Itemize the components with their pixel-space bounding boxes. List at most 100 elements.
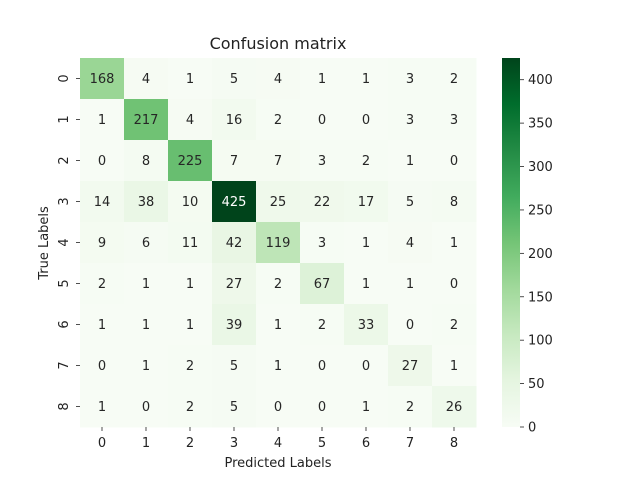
cell-value-label: 1 bbox=[406, 154, 414, 169]
cell-value-label: 1 bbox=[186, 72, 194, 87]
cell-value-label: 10 bbox=[182, 195, 199, 210]
cell-value-label: 2 bbox=[274, 277, 282, 292]
cell-value-label: 1 bbox=[274, 359, 282, 374]
heatmap-cell bbox=[212, 304, 257, 346]
y-tick-label: 4 bbox=[57, 238, 72, 246]
cell-value-label: 27 bbox=[226, 277, 243, 292]
heatmap-cell bbox=[344, 181, 389, 223]
cell-value-label: 1 bbox=[142, 318, 150, 333]
heatmap-cell bbox=[388, 99, 433, 141]
heatmap-cell bbox=[432, 222, 477, 264]
cell-value-label: 1 bbox=[450, 236, 458, 251]
cell-value-label: 2 bbox=[450, 318, 458, 333]
colorbar-ticks: 0 50 100 150 200 250 300 350 400 bbox=[520, 73, 553, 436]
cell-value-label: 8 bbox=[142, 154, 150, 169]
y-tick-label: 5 bbox=[57, 279, 72, 287]
heatmap-cell bbox=[124, 304, 169, 346]
y-tick-label: 6 bbox=[57, 320, 72, 328]
cell-value-label: 2 bbox=[186, 400, 194, 415]
y-axis-label: True Labels bbox=[37, 206, 52, 281]
colorbar-tick-label: 400 bbox=[528, 73, 553, 88]
cell-value-label: 5 bbox=[406, 195, 414, 210]
heatmap-cell bbox=[432, 99, 477, 141]
heatmap-cell bbox=[432, 140, 477, 182]
heatmap-cell bbox=[168, 386, 213, 428]
heatmap-cell bbox=[300, 263, 345, 305]
colorbar-tick-label: 200 bbox=[528, 247, 553, 262]
cell-value-label: 0 bbox=[450, 154, 458, 169]
y-tick-label: 2 bbox=[57, 156, 72, 164]
heatmap-cell bbox=[432, 58, 477, 100]
cell-value-label: 0 bbox=[318, 400, 326, 415]
heatmap-cell bbox=[212, 222, 257, 264]
heatmap-cell bbox=[344, 386, 389, 428]
cell-value-label: 1 bbox=[362, 400, 370, 415]
cell-value-label: 8 bbox=[450, 195, 458, 210]
cell-value-label: 0 bbox=[450, 277, 458, 292]
x-tick-label: 5 bbox=[318, 436, 326, 451]
cell-value-label: 4 bbox=[142, 72, 150, 87]
cell-value-label: 1 bbox=[186, 277, 194, 292]
cell-value-label: 25 bbox=[270, 195, 287, 210]
colorbar-tick-label: 300 bbox=[528, 160, 553, 175]
x-tick-label: 0 bbox=[98, 436, 106, 451]
heatmap-cell bbox=[256, 345, 301, 387]
cell-value-label: 27 bbox=[402, 359, 419, 374]
cell-value-label: 5 bbox=[230, 72, 238, 87]
heatmap-cell bbox=[80, 222, 125, 264]
colorbar-tick-label: 350 bbox=[528, 117, 553, 132]
cell-value-label: 225 bbox=[178, 154, 203, 169]
cell-value-label: 14 bbox=[94, 195, 111, 210]
cell-value-label: 2 bbox=[406, 400, 414, 415]
cell-value-label: 1 bbox=[406, 277, 414, 292]
cell-value-label: 0 bbox=[98, 359, 106, 374]
heatmap-cell bbox=[168, 222, 213, 264]
heatmap-cell bbox=[344, 58, 389, 100]
heatmap-cell bbox=[344, 345, 389, 387]
heatmap-cell bbox=[168, 140, 213, 182]
cell-value-label: 67 bbox=[314, 277, 331, 292]
heatmap-cell bbox=[124, 99, 169, 141]
heatmap-cell bbox=[168, 345, 213, 387]
colorbar-tick-label: 0 bbox=[528, 421, 536, 436]
cell-value-label: 2 bbox=[318, 318, 326, 333]
cell-value-label: 3 bbox=[406, 72, 414, 87]
heatmap-cell bbox=[300, 222, 345, 264]
heatmap-cell bbox=[168, 58, 213, 100]
heatmap-cell bbox=[388, 222, 433, 264]
heatmap-cell bbox=[388, 140, 433, 182]
y-tick-label: 3 bbox=[57, 197, 72, 205]
heatmap-cell bbox=[432, 181, 477, 223]
cell-value-label: 119 bbox=[266, 236, 291, 251]
cell-value-label: 425 bbox=[222, 195, 247, 210]
cell-value-label: 217 bbox=[134, 113, 159, 128]
heatmap-cell bbox=[344, 140, 389, 182]
heatmap-cell bbox=[432, 386, 477, 428]
cell-value-label: 26 bbox=[446, 400, 463, 415]
colorbar-tick-label: 250 bbox=[528, 203, 553, 218]
y-tick-label: 0 bbox=[57, 74, 72, 82]
heatmap-cell bbox=[256, 99, 301, 141]
heatmap-cell bbox=[80, 99, 125, 141]
heatmap-cell bbox=[388, 304, 433, 346]
cell-value-label: 2 bbox=[362, 154, 370, 169]
cell-value-label: 0 bbox=[142, 400, 150, 415]
heatmap-cell bbox=[388, 181, 433, 223]
heatmap-cell bbox=[256, 181, 301, 223]
heatmap-cell bbox=[212, 345, 257, 387]
x-tick-label: 6 bbox=[362, 436, 370, 451]
cell-value-label: 22 bbox=[314, 195, 331, 210]
x-axis-ticks: 0 1 2 3 4 5 6 7 8 bbox=[98, 427, 458, 451]
heatmap-cell bbox=[300, 345, 345, 387]
cell-value-label: 1 bbox=[274, 318, 282, 333]
heatmap-cell bbox=[80, 140, 125, 182]
heatmap-cell bbox=[344, 222, 389, 264]
cell-value-label: 7 bbox=[230, 154, 238, 169]
cell-value-label: 1 bbox=[362, 277, 370, 292]
cell-value-label: 1 bbox=[98, 113, 106, 128]
heatmap-cell bbox=[212, 181, 257, 223]
x-tick-label: 8 bbox=[450, 436, 458, 451]
heatmap-cell bbox=[80, 304, 125, 346]
colorbar: 0 50 100 150 200 250 300 350 400 bbox=[502, 58, 553, 436]
cell-value-label: 4 bbox=[406, 236, 414, 251]
